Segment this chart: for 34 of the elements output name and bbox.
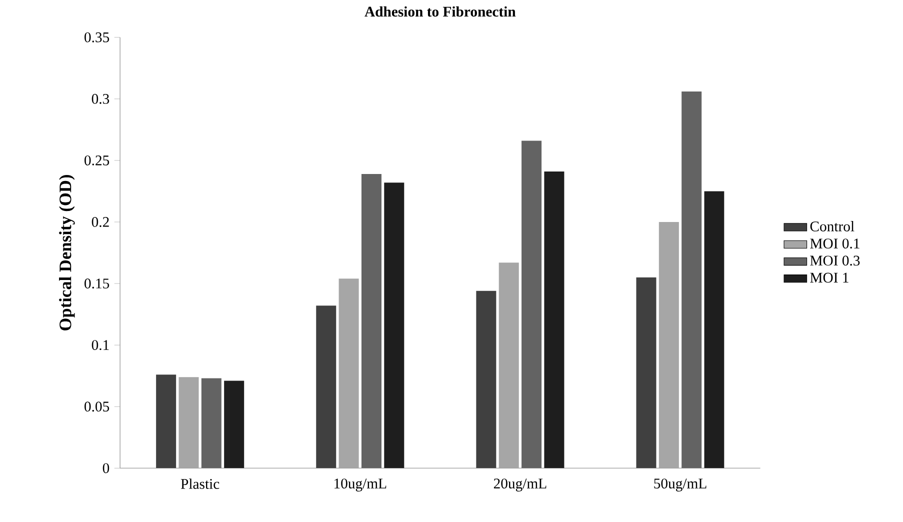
bar [316,306,336,468]
y-tick-label: 0.25 [84,156,110,166]
bar [178,377,199,468]
bar [636,278,656,468]
bar [544,172,564,468]
legend-label: MOI 0.3 [810,256,860,266]
legend-label: MOI 1 [810,272,848,283]
chart-title: Adhesion to Fibronectin [364,6,516,17]
bar [338,278,359,468]
x-tick-label: 50ug/mL [654,478,706,492]
y-tick-label: 0.2 [92,217,109,228]
bar [361,174,382,468]
bar [498,262,519,468]
y-tick-label: 0.15 [84,278,110,289]
y-tick-label: 0.35 [84,32,110,43]
y-tick-label: 0.3 [92,94,110,104]
bar [704,191,724,468]
bar [384,182,404,468]
bar [224,381,244,468]
bar [682,92,702,468]
y-axis-title: Optical Density (OD) [59,175,75,331]
legend-label: MOI 0.1 [810,238,860,249]
y-tick-label: 0 [102,463,110,474]
legend-label: Control [810,221,854,232]
bar [156,374,176,468]
x-tick-label: 20ug/mL [494,478,546,492]
bar [201,378,222,468]
y-tick-label: 0.1 [92,340,109,350]
x-tick-label: 10ug/mL [334,478,386,492]
bar [658,222,679,468]
bar [522,140,542,468]
x-tick-label: Plastic [180,478,220,490]
bar [476,291,496,468]
y-tick-label: 0.05 [84,402,110,412]
